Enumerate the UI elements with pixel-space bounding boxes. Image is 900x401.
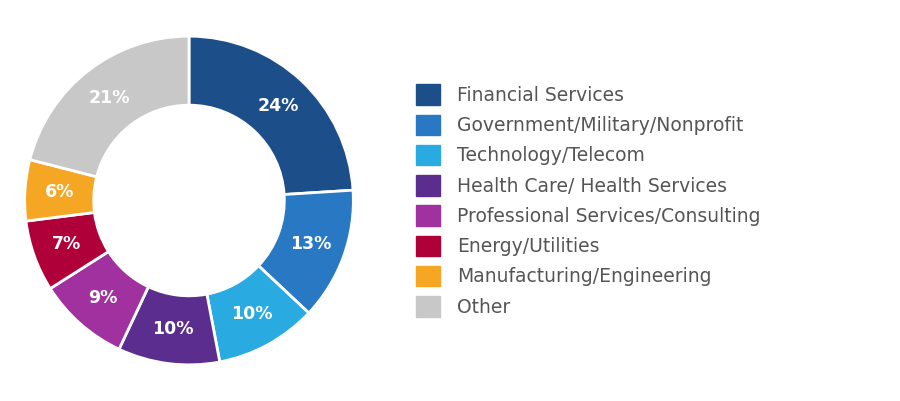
Legend: Financial Services, Government/Military/Nonprofit, Technology/Telecom, Health Ca: Financial Services, Government/Military/… [409, 77, 768, 324]
Text: 13%: 13% [291, 235, 332, 253]
Wedge shape [119, 287, 220, 365]
Wedge shape [258, 190, 354, 313]
Text: 9%: 9% [88, 289, 118, 307]
Wedge shape [207, 266, 309, 362]
Wedge shape [189, 36, 353, 194]
Wedge shape [50, 251, 148, 349]
Text: 10%: 10% [230, 305, 273, 323]
Text: 6%: 6% [45, 183, 74, 201]
Text: 7%: 7% [52, 235, 82, 253]
Wedge shape [24, 160, 96, 221]
Text: 21%: 21% [89, 89, 130, 107]
Text: 24%: 24% [257, 97, 299, 115]
Wedge shape [30, 36, 189, 177]
Text: 10%: 10% [152, 320, 194, 338]
Wedge shape [26, 213, 109, 289]
